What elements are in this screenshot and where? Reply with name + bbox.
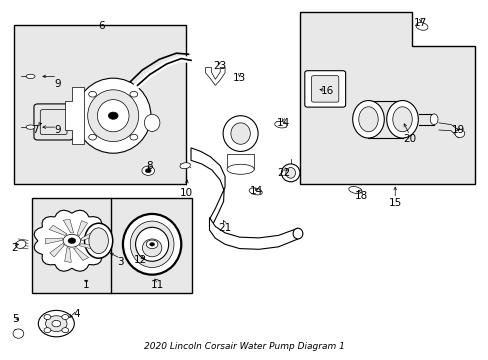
Text: 11: 11 (150, 280, 163, 291)
Ellipse shape (97, 100, 129, 132)
Circle shape (62, 328, 68, 333)
Circle shape (62, 315, 68, 320)
Text: 4: 4 (73, 309, 80, 319)
Ellipse shape (144, 114, 160, 131)
Text: 10: 10 (179, 188, 192, 198)
Circle shape (146, 240, 158, 249)
Text: 22: 22 (277, 168, 290, 178)
Circle shape (149, 243, 154, 246)
Ellipse shape (87, 90, 139, 141)
Text: 2020 Lincoln Corsair Water Pump Diagram 1: 2020 Lincoln Corsair Water Pump Diagram … (144, 342, 344, 351)
Text: 21: 21 (218, 223, 231, 233)
Text: 19: 19 (451, 125, 464, 135)
Circle shape (142, 166, 154, 175)
Circle shape (108, 112, 118, 119)
Ellipse shape (292, 228, 302, 239)
Circle shape (63, 234, 81, 247)
Ellipse shape (454, 130, 464, 138)
Text: 13: 13 (233, 73, 246, 83)
Polygon shape (300, 12, 474, 184)
Ellipse shape (274, 121, 286, 128)
Circle shape (44, 315, 51, 320)
Ellipse shape (415, 23, 427, 30)
Ellipse shape (130, 221, 174, 267)
Ellipse shape (230, 123, 250, 144)
Bar (31, 198, 192, 293)
Polygon shape (45, 238, 62, 244)
Polygon shape (49, 225, 67, 235)
Circle shape (130, 134, 138, 140)
Polygon shape (205, 67, 224, 85)
Text: 12: 12 (133, 255, 146, 265)
Ellipse shape (142, 239, 162, 257)
Text: 2: 2 (12, 243, 18, 253)
FancyBboxPatch shape (311, 76, 338, 102)
FancyBboxPatch shape (304, 71, 345, 107)
Polygon shape (209, 217, 297, 249)
Text: 17: 17 (413, 18, 426, 28)
Ellipse shape (180, 163, 190, 169)
Ellipse shape (84, 223, 113, 258)
Polygon shape (226, 154, 254, 169)
Text: 7: 7 (32, 125, 39, 135)
Ellipse shape (38, 310, 74, 337)
Polygon shape (191, 148, 224, 230)
Ellipse shape (26, 125, 35, 129)
Text: 18: 18 (354, 191, 367, 201)
Text: 6: 6 (98, 21, 104, 31)
Ellipse shape (358, 107, 377, 132)
Text: 8: 8 (146, 161, 153, 171)
Circle shape (44, 328, 51, 333)
Text: 23: 23 (213, 61, 226, 71)
Ellipse shape (135, 227, 168, 261)
Ellipse shape (429, 114, 437, 125)
Polygon shape (64, 87, 84, 144)
Polygon shape (81, 230, 98, 241)
Ellipse shape (26, 74, 35, 78)
Ellipse shape (392, 107, 411, 132)
Ellipse shape (75, 78, 151, 153)
Polygon shape (64, 248, 71, 262)
Circle shape (88, 91, 96, 97)
Circle shape (68, 238, 76, 244)
Polygon shape (34, 210, 109, 271)
Ellipse shape (226, 164, 254, 174)
Text: 14: 14 (249, 186, 263, 196)
Polygon shape (50, 243, 64, 257)
Text: 14: 14 (276, 118, 289, 128)
Ellipse shape (348, 186, 361, 193)
Polygon shape (63, 219, 73, 233)
Ellipse shape (223, 116, 258, 152)
Text: 9: 9 (54, 78, 61, 89)
Ellipse shape (386, 100, 417, 138)
Text: 9: 9 (54, 125, 61, 135)
Text: 15: 15 (388, 198, 401, 208)
Polygon shape (73, 248, 88, 260)
Polygon shape (79, 244, 98, 250)
Bar (14, 24, 186, 184)
Ellipse shape (52, 320, 61, 327)
Circle shape (88, 134, 96, 140)
Ellipse shape (285, 167, 295, 178)
Ellipse shape (45, 316, 67, 332)
Ellipse shape (16, 240, 26, 248)
Ellipse shape (281, 164, 299, 182)
Text: 16: 16 (320, 86, 333, 96)
Ellipse shape (89, 228, 108, 253)
Polygon shape (77, 221, 87, 236)
Text: 20: 20 (403, 134, 415, 144)
Text: 5: 5 (12, 314, 18, 324)
Ellipse shape (13, 329, 24, 338)
Circle shape (130, 91, 138, 97)
Circle shape (145, 168, 151, 173)
Text: 3: 3 (117, 257, 123, 267)
Ellipse shape (122, 214, 181, 275)
Text: 1: 1 (83, 280, 90, 291)
Ellipse shape (352, 100, 384, 138)
Ellipse shape (248, 188, 262, 195)
